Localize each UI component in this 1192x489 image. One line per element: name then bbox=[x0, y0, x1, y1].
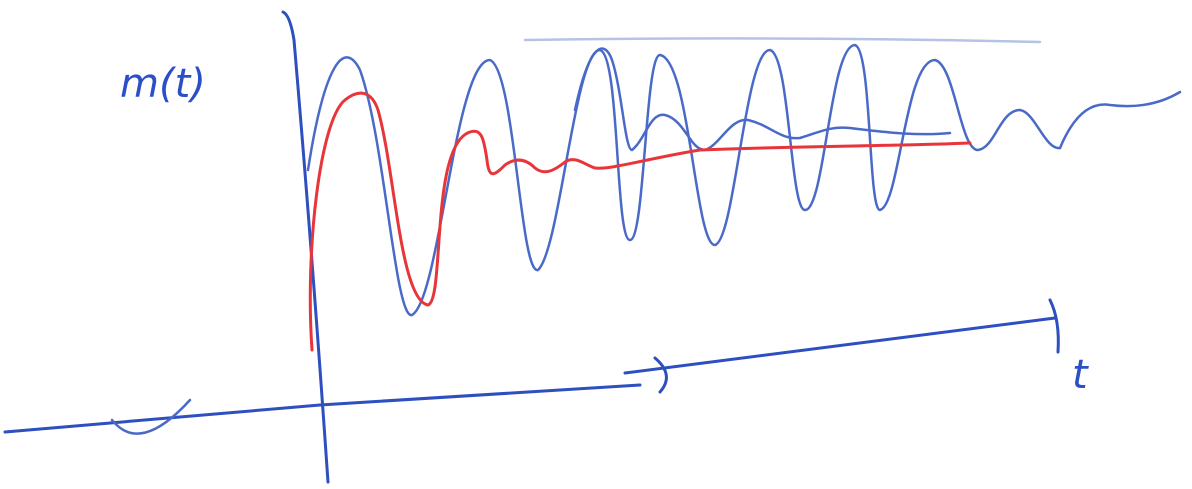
sketch: m(t) t bbox=[0, 0, 1192, 489]
y-axis-label: m(t) bbox=[120, 61, 206, 107]
x-axis-label: t bbox=[1072, 352, 1089, 398]
